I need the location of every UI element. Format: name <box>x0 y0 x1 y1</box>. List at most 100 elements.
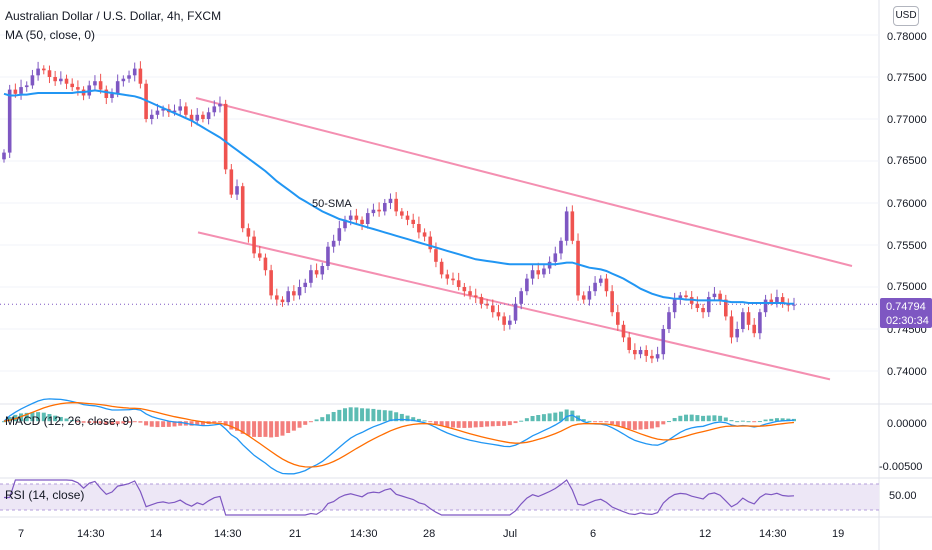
macd-hist-bar <box>547 413 552 422</box>
candle-body <box>468 291 472 296</box>
candle-body <box>360 219 364 224</box>
macd-hist-bar <box>240 421 245 434</box>
price-tick: 0.77000 <box>887 114 927 126</box>
candle-body <box>496 312 501 317</box>
candle-body <box>201 114 205 119</box>
candle-body <box>121 78 126 82</box>
macd-hist-bar <box>286 421 291 434</box>
macd-hist-bar <box>92 421 97 423</box>
macd-hist-bar <box>138 421 143 423</box>
candle-body <box>149 114 154 119</box>
time-axis: 7 14:30 14 14:30 21 14:30 28 Jul 6 12 14… <box>18 528 844 540</box>
candle-body <box>604 278 609 292</box>
macd-hist-bar <box>632 421 637 430</box>
macd-hist-bar <box>445 421 450 428</box>
macd-hist-bar <box>297 421 302 428</box>
candle-body <box>354 215 359 220</box>
candle-body <box>24 85 29 88</box>
candle-body <box>712 293 717 298</box>
candle-body <box>616 312 620 325</box>
macd-hist-bar <box>439 421 444 426</box>
macd-hist-bar <box>115 421 120 425</box>
macd-hist-bar <box>257 421 262 437</box>
macd-hist-bar <box>308 421 313 423</box>
candle-body <box>2 152 6 160</box>
macd-hist-bar <box>223 421 228 426</box>
macd-hist-bar <box>666 421 671 423</box>
macd-hist-bar <box>695 415 700 422</box>
macd-hist-bar <box>155 421 160 428</box>
candle-body <box>59 78 63 82</box>
macd-hist-bar <box>246 421 251 436</box>
macd-hist-bar <box>638 421 643 430</box>
candle-body <box>581 295 586 300</box>
candle-body <box>252 236 256 254</box>
currency-button[interactable]: USD <box>893 6 919 26</box>
candle-body <box>235 186 239 195</box>
candle-body <box>223 103 228 170</box>
candle-body <box>598 278 603 283</box>
macd-hist-bar <box>644 421 649 430</box>
macd-hist-bar <box>269 421 274 438</box>
symbol-title: Australian Dollar / U.S. Dollar, 4h, FXC… <box>5 9 221 23</box>
candle-body <box>19 87 23 94</box>
macd-hist-bar <box>774 418 779 422</box>
macd-hist-bar <box>769 418 774 422</box>
countdown-timer: 02:30:34 <box>886 315 929 327</box>
candle-body <box>627 337 631 350</box>
candle-body <box>303 282 308 287</box>
candle-body <box>161 108 165 111</box>
macd-hist-bar <box>314 419 319 422</box>
grid-lines <box>0 34 879 372</box>
macd-hist-bar <box>519 420 524 422</box>
time-label: 14:30 <box>77 528 105 540</box>
candle-body <box>741 312 745 329</box>
candle-body <box>417 224 421 233</box>
time-label: 14 <box>150 528 162 540</box>
candle-body <box>644 350 649 356</box>
candle-body <box>155 110 160 115</box>
candle-body <box>297 287 302 296</box>
candle-body <box>41 68 46 71</box>
candle-body <box>36 68 40 76</box>
macd-hist-bar <box>331 412 336 422</box>
macd-hist-bar <box>41 412 46 422</box>
macd-hist-bar <box>661 421 666 425</box>
macd-hist-bar <box>649 421 654 429</box>
candle-body <box>729 316 734 338</box>
macd-hist-bar <box>530 416 535 422</box>
macd-hist-bar <box>360 408 365 422</box>
macd-hist-bar <box>496 421 501 426</box>
candle-body <box>422 232 427 237</box>
candle-body <box>695 303 700 308</box>
candle-body <box>314 270 319 275</box>
macd-hist-bar <box>325 414 330 422</box>
macd-hist-bar <box>780 418 785 422</box>
candle-body <box>206 112 211 119</box>
macd-hist-bar <box>689 414 694 422</box>
ma-legend: MA (50, close, 0) <box>5 28 95 42</box>
macd-hist-bar <box>263 421 268 437</box>
rsi-legend: RSI (14, close) <box>5 488 84 502</box>
macd-hist-bar <box>524 418 529 422</box>
price-tick: 0.76500 <box>887 155 927 167</box>
macd-hist-bar <box>109 421 114 425</box>
macd-hist-bar <box>740 420 745 422</box>
macd-hist-bar <box>752 421 757 423</box>
macd-hist-bar <box>411 417 416 422</box>
time-label: 12 <box>699 528 711 540</box>
macd-hist-bar <box>684 414 689 422</box>
macd-hist-bar <box>735 421 740 423</box>
macd-hist-bar <box>581 419 586 422</box>
macd-hist-bar <box>479 421 484 428</box>
candle-body <box>508 320 512 325</box>
candle-body <box>655 354 660 359</box>
candle-body <box>326 246 330 266</box>
macd-hist-bar <box>553 412 558 422</box>
candle-body <box>536 270 541 275</box>
macd-hist-bar <box>570 410 575 422</box>
candle-body <box>218 103 222 107</box>
macd-hist-bar <box>53 415 58 422</box>
macd-hist-bar <box>513 421 518 424</box>
